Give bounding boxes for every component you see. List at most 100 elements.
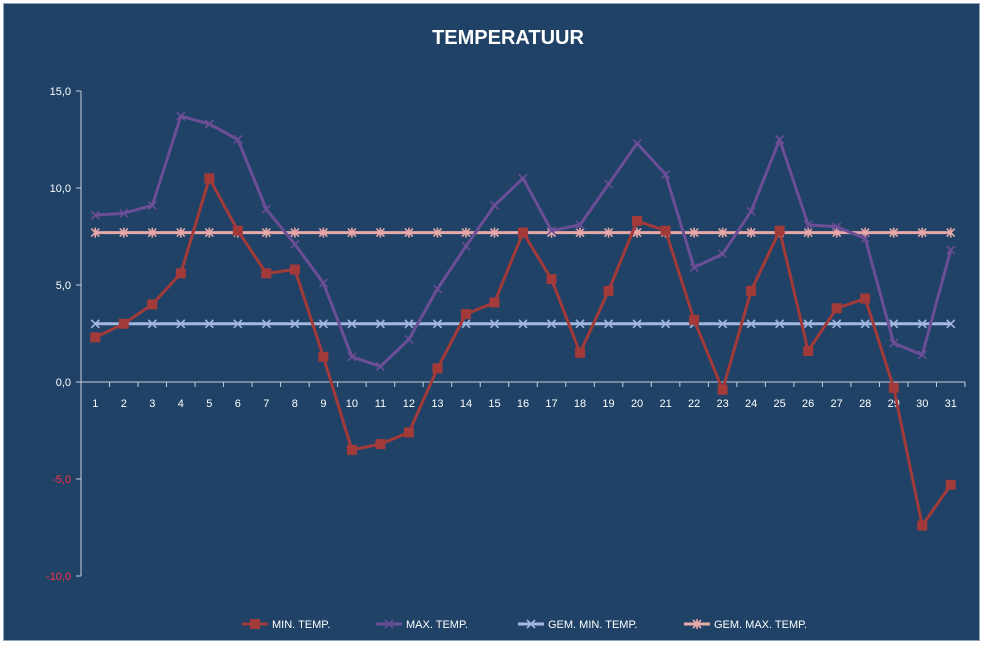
data-point (176, 111, 186, 121)
data-point (946, 319, 956, 329)
x-tick-label: 31 (945, 398, 957, 410)
data-point (746, 285, 757, 296)
x-tick-label: 14 (460, 398, 472, 410)
x-tick-label: 5 (206, 398, 212, 410)
data-point (718, 227, 728, 238)
data-point (261, 204, 271, 214)
data-point (176, 319, 186, 329)
data-point (347, 319, 357, 329)
data-point (632, 319, 642, 329)
data-point (347, 227, 357, 238)
x-tick-label: 19 (602, 398, 614, 410)
data-point (147, 299, 158, 310)
data-point (860, 233, 870, 244)
data-point (917, 227, 927, 238)
x-tick-label: 2 (121, 398, 127, 410)
data-point (917, 319, 927, 329)
data-point (518, 173, 528, 183)
x-tick-label: 27 (831, 398, 843, 410)
chart-frame: TEMPERATUUR 15,0 10,0 5,0 0,0 -5,0 -10,0 1 2 3 4 5… (3, 3, 980, 641)
x-tick-label: 18 (574, 398, 586, 410)
data-point (489, 200, 500, 211)
x-tick-label: 8 (292, 398, 298, 410)
x-tick-label: 7 (263, 398, 269, 410)
data-point (290, 319, 300, 329)
y-tick-label: -5,0 (52, 474, 71, 486)
data-point (347, 352, 357, 362)
data-point (290, 239, 300, 249)
x-tick-label: 13 (431, 398, 443, 410)
data-point (346, 444, 357, 455)
legend-label: MAX. TEMP. (406, 619, 468, 631)
x-tick-label: 15 (488, 398, 500, 410)
data-point (147, 319, 157, 329)
data-point (546, 319, 557, 329)
data-point (432, 284, 443, 294)
x-tick-label: 3 (149, 398, 155, 410)
data-point (718, 319, 728, 329)
data-point (717, 384, 728, 395)
x-tick-label: 28 (859, 398, 871, 410)
data-point (660, 225, 671, 236)
data-point (90, 227, 100, 238)
x-tick-label: 23 (716, 398, 728, 410)
y-tick-label: 5,0 (56, 280, 71, 292)
data-point (318, 351, 329, 362)
data-point (946, 245, 956, 255)
data-point (832, 222, 842, 232)
data-point (404, 334, 414, 344)
chart-legend: MIN. TEMP. MAX. TEMP. GEM. MIN. TEMP. GEM. … (242, 619, 807, 631)
data-point (489, 297, 500, 308)
x-tick-label: 16 (517, 398, 529, 410)
data-point (575, 319, 585, 329)
data-point (403, 427, 414, 438)
data-point (803, 345, 814, 356)
y-tick-label: 15,0 (50, 86, 71, 98)
x-tick-label: 6 (235, 398, 241, 410)
data-point (261, 319, 271, 329)
data-point (889, 319, 899, 329)
data-point (889, 227, 899, 238)
x-tick-label: 20 (631, 398, 643, 410)
x-tick-label: 24 (745, 398, 757, 410)
data-point (432, 227, 443, 238)
x-tick-label: 12 (403, 398, 415, 410)
legend-swatch-marker (692, 619, 702, 629)
data-point (461, 227, 471, 238)
data-point (746, 319, 756, 329)
x-tick-label: 17 (545, 398, 557, 410)
data-point (803, 220, 813, 230)
data-point (774, 225, 785, 236)
data-point (204, 227, 214, 238)
data-point (147, 227, 157, 238)
legend-label: GEM. MIN. TEMP. (548, 619, 637, 631)
series-max-temp (90, 111, 956, 372)
x-tick-label: 9 (320, 398, 326, 410)
data-point (318, 227, 328, 238)
data-point (233, 319, 243, 329)
data-point (888, 382, 899, 393)
x-tick-label: 25 (774, 398, 786, 410)
data-point (860, 293, 871, 304)
data-point (90, 319, 100, 329)
data-point (831, 303, 842, 314)
x-tick-label: 11 (375, 398, 386, 410)
data-point (689, 314, 700, 325)
data-point (318, 278, 328, 288)
x-tick-label: 30 (916, 398, 928, 410)
data-point (232, 225, 243, 236)
data-point (289, 264, 300, 275)
data-point (432, 319, 443, 329)
legend-item: MIN. TEMP. (242, 619, 330, 631)
data-point (546, 274, 557, 285)
legend-swatch-marker (526, 619, 536, 629)
chart-title: TEMPERATUUR (432, 27, 584, 49)
data-point (575, 220, 585, 230)
legend-label: GEM. MAX. TEMP. (714, 619, 807, 631)
data-point (917, 520, 928, 531)
series-min-temp (90, 173, 956, 531)
legend-swatch-marker (250, 619, 260, 629)
legend-label: MIN. TEMP. (272, 619, 330, 631)
data-point (689, 227, 699, 238)
legend-item: GEM. MAX. TEMP. (684, 619, 807, 631)
